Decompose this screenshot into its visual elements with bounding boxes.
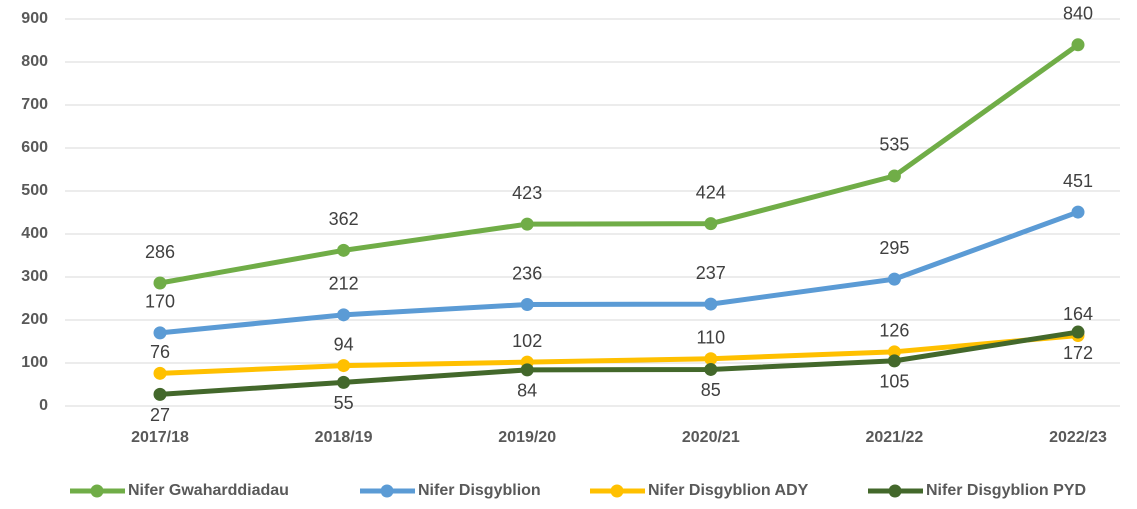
y-tick-label: 800 <box>21 53 48 70</box>
x-tick-label: 2017/18 <box>131 429 189 446</box>
point <box>153 326 167 340</box>
point <box>704 297 718 311</box>
data-label: 212 <box>329 274 359 294</box>
point <box>1071 205 1085 219</box>
y-tick-label: 700 <box>21 96 48 113</box>
data-label: 84 <box>517 381 537 401</box>
point <box>1071 325 1085 339</box>
point <box>337 375 351 389</box>
data-label: 126 <box>879 321 909 341</box>
series-line <box>159 329 1079 397</box>
data-label: 286 <box>145 242 175 262</box>
point <box>153 276 167 290</box>
data-label: 76 <box>150 342 170 362</box>
y-tick-label: 500 <box>21 182 48 199</box>
point <box>704 362 718 376</box>
y-tick-label: 200 <box>21 311 48 328</box>
legend-label: Nifer Disgyblion ADY <box>648 482 809 499</box>
point <box>1071 38 1085 52</box>
data-label: 172 <box>1063 343 1093 363</box>
point <box>153 387 167 401</box>
point <box>337 308 351 322</box>
point <box>704 352 718 366</box>
point <box>887 272 901 286</box>
y-tick-label: 900 <box>21 10 48 27</box>
data-label: 55 <box>334 393 354 413</box>
y-tick-label: 100 <box>21 354 48 371</box>
data-label: 85 <box>701 380 721 400</box>
data-label: 424 <box>696 182 726 202</box>
point <box>887 345 901 359</box>
series: 170 212 236 237 295 451 <box>145 171 1093 340</box>
series-line <box>159 42 1080 286</box>
point <box>337 243 351 257</box>
data-label: 295 <box>879 238 909 258</box>
x-tick-label: 2021/22 <box>865 429 923 446</box>
data-label: 362 <box>329 209 359 229</box>
data-label: 94 <box>334 334 354 354</box>
point <box>520 298 534 312</box>
legend-marker <box>888 484 902 498</box>
point <box>337 359 351 373</box>
legend-marker <box>90 484 104 498</box>
series: 27 55 84 85 105 172 <box>150 325 1093 425</box>
data-label: 451 <box>1063 171 1093 191</box>
data-label: 102 <box>512 331 542 351</box>
legend-label: Nifer Disgyblion <box>418 482 541 499</box>
point <box>520 363 534 377</box>
data-label: 27 <box>150 405 170 425</box>
x-tick-label: 2018/19 <box>315 429 373 446</box>
x-tick-label: 2022/23 <box>1049 429 1107 446</box>
x-tick-label: 2019/20 <box>498 429 556 446</box>
legend-marker <box>610 484 624 498</box>
data-label: 164 <box>1063 304 1093 324</box>
point <box>520 217 534 231</box>
point <box>887 354 901 368</box>
point <box>153 366 167 380</box>
point <box>704 217 718 231</box>
series-line <box>159 209 1079 336</box>
y-tick-label: 400 <box>21 225 48 242</box>
data-label: 423 <box>512 183 542 203</box>
data-label: 170 <box>145 292 175 312</box>
data-label: 237 <box>696 263 726 283</box>
data-label: 105 <box>879 372 909 392</box>
legend-marker <box>380 484 394 498</box>
data-label: 110 <box>696 327 725 347</box>
y-tick-label: 0 <box>39 397 48 414</box>
series: 76 94 102 110 126 164 <box>150 304 1093 380</box>
point <box>887 169 901 183</box>
y-tick-label: 300 <box>21 268 48 285</box>
y-tick-label: 600 <box>21 139 48 156</box>
legend-label: Nifer Gwaharddiadau <box>128 482 289 499</box>
series: 286 362 423 424 535 840 <box>145 4 1093 290</box>
data-label: 840 <box>1063 4 1093 24</box>
data-label: 535 <box>879 135 909 155</box>
x-tick-label: 2020/21 <box>682 429 740 446</box>
legend-label: Nifer Disgyblion PYD <box>926 482 1086 499</box>
data-label: 236 <box>512 263 542 283</box>
series-line <box>159 332 1079 376</box>
